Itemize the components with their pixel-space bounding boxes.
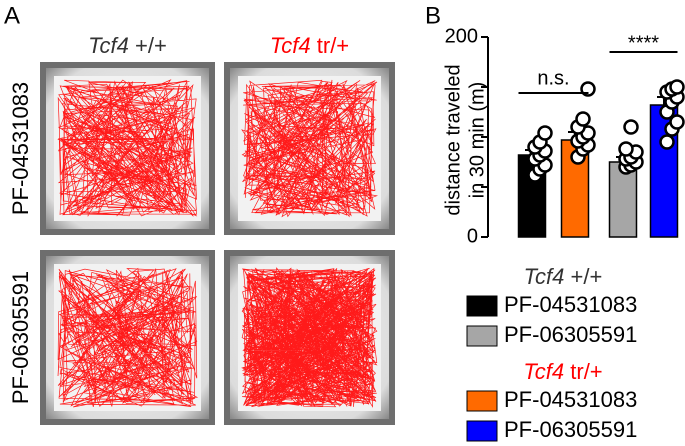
data-point (623, 119, 639, 135)
significance-label: **** (628, 32, 659, 54)
data-point (618, 141, 634, 157)
legend-label: PF-04531083 (504, 387, 637, 412)
data-point (575, 111, 591, 127)
movement-track (57, 79, 198, 217)
movement-track (241, 79, 379, 218)
data-point (669, 114, 685, 130)
legend-swatch (466, 295, 498, 317)
significance-label: n.s. (537, 67, 569, 89)
panel-label: A (4, 2, 20, 29)
panel-label: B (425, 2, 441, 29)
bar (608, 161, 638, 238)
group-label: Tcf4 +/+ (524, 264, 603, 289)
group-label: Tcf4 tr/+ (523, 359, 602, 384)
row-label: PF-06305591 (8, 271, 33, 404)
genotype: tr/+ (317, 33, 349, 58)
genotype: +/+ (571, 264, 603, 289)
y-axis-label: in 30 min (m) (466, 82, 488, 199)
genotype: +/+ (135, 33, 167, 58)
movement-track (57, 267, 199, 408)
group-label: Tcf4 tr/+ (270, 33, 349, 58)
y-tick-label: 0 (467, 225, 478, 247)
data-point (669, 79, 685, 95)
legend-swatch (466, 325, 498, 347)
movement-track (241, 267, 378, 408)
legend-label: PF-04531083 (504, 292, 637, 317)
data-point (659, 134, 675, 150)
y-axis-label: distance traveled (442, 64, 464, 215)
legend-swatch (466, 420, 498, 442)
y-tick-label: 200 (445, 25, 478, 47)
genotype: tr/+ (570, 359, 602, 384)
legend-label: PF-06305591 (504, 322, 637, 347)
legend-label: PF-06305591 (504, 417, 637, 442)
row-label: PF-04531083 (8, 82, 33, 215)
legend-swatch (466, 390, 498, 412)
gene-name: Tcf4 (524, 264, 565, 289)
group-label: Tcf4 +/+ (88, 33, 167, 58)
gene-name: Tcf4 (270, 33, 311, 58)
gene-name: Tcf4 (88, 33, 129, 58)
data-point (537, 125, 553, 141)
gene-name: Tcf4 (523, 359, 564, 384)
